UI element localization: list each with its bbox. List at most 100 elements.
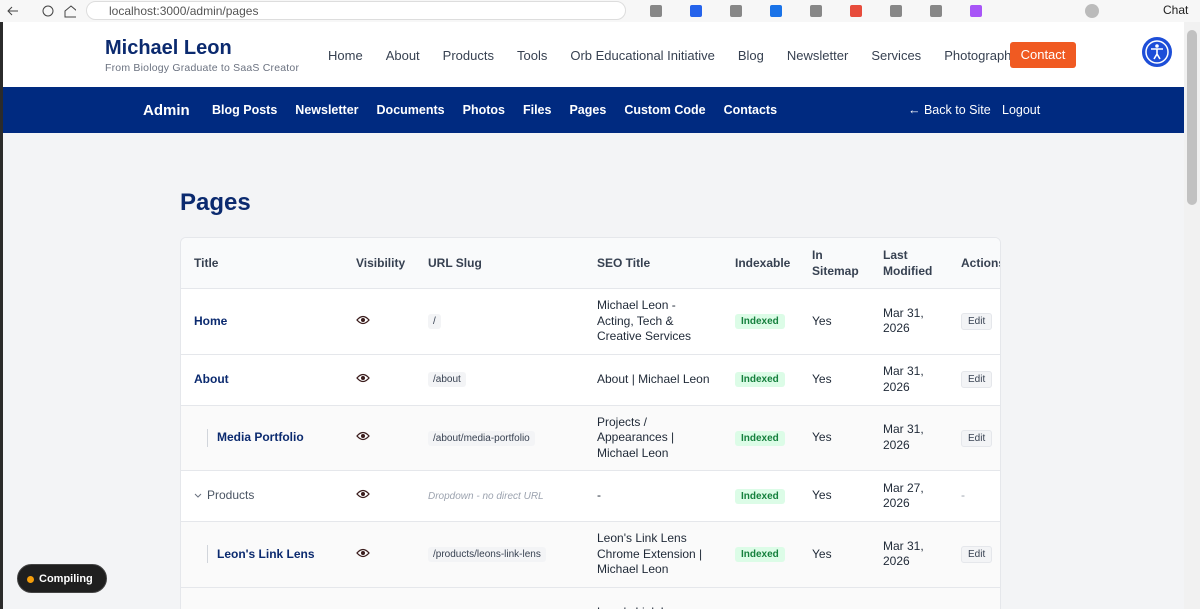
edit-button[interactable]: Edit (961, 313, 993, 330)
admin-link[interactable]: Pages (569, 103, 607, 117)
cell: Mar 31, 2026 (870, 521, 948, 588)
cell: Projects / Appearances | Michael Leon (584, 405, 722, 471)
cell (799, 587, 870, 609)
cell: Leon's Link Lens (181, 521, 343, 588)
cell: Yes (799, 405, 870, 471)
cell: Indexed (722, 288, 799, 355)
chat-button[interactable]: Chat (1163, 3, 1189, 17)
cell (870, 587, 948, 609)
nav-link[interactable]: Photography (944, 48, 1018, 63)
cell: Edit (948, 288, 1000, 355)
edit-button[interactable]: Edit (961, 371, 993, 389)
child-row: Leon's Link Lens (181, 587, 1000, 609)
nav-link[interactable]: About (385, 48, 420, 63)
cell (415, 587, 584, 609)
page-title[interactable]: About (194, 371, 229, 386)
column-header: Indexable (722, 238, 799, 289)
seo-title: - (597, 488, 601, 503)
index-badge: Indexed (735, 488, 785, 504)
cell: Leon's Link Lens Chrome Extension | Mich… (584, 521, 722, 588)
site-title[interactable]: Michael Leon (105, 37, 232, 59)
scroll-thumb[interactable] (1187, 30, 1197, 205)
expand-chevron[interactable] (194, 493, 202, 499)
cell: Mar 31, 2026 (870, 405, 948, 471)
visibility-icon[interactable] (356, 431, 370, 441)
admin-link[interactable]: Files (522, 103, 552, 117)
header-row: Title Visibility URL Slug SEO Title Indexabl… (181, 238, 1000, 289)
index-badge: Indexed (735, 547, 785, 562)
nav-link[interactable]: Orb Educational Initiative (570, 48, 715, 63)
address-bar[interactable]: localhost:3000/admin/pages (86, 1, 626, 20)
extension-icons (650, 4, 1099, 18)
last-modified: Mar 27, 2026 (883, 480, 924, 511)
visibility-icon[interactable] (356, 373, 370, 383)
cell: About (181, 354, 343, 406)
title-wrap: Products (194, 488, 335, 504)
child-row: Leon's Link Lens/products/leons-link-len… (181, 521, 1000, 588)
admin-link[interactable]: Blog Posts (212, 103, 278, 117)
accessibility-button[interactable] (1139, 34, 1175, 70)
page-title[interactable]: Products (207, 488, 255, 503)
child-row: Media Portfolio/about/media-portfolio Pro… (181, 405, 1000, 471)
admin-nav: Blog Posts Newsletter Documents Photos Files… (212, 103, 777, 117)
scrollbar[interactable] (1184, 22, 1200, 609)
cell (343, 470, 415, 522)
cell: Yes (799, 288, 870, 355)
logout-link[interactable]: Logout (1002, 103, 1041, 117)
seo-title: Michael Leon - Acting, Tech & Creative S… (597, 298, 692, 343)
pages-table-card: Title Visibility URL Slug SEO Title Indexabl… (180, 237, 1001, 609)
no-action: - (961, 488, 965, 503)
index-badge: Indexed (735, 430, 785, 446)
page-title[interactable]: Leon's Link Lens (217, 546, 315, 561)
contact-button[interactable]: Contact (1010, 42, 1076, 68)
page-row: Home / Michael Leon - Acting, Tech & Creat… (181, 288, 1000, 355)
admin-link[interactable]: Custom Code (624, 103, 706, 117)
back-link[interactable]: ← Back to Site (908, 103, 991, 117)
cell: Indexed (722, 405, 799, 471)
column-header: Actions (948, 238, 1000, 289)
cell: Indexed (722, 521, 799, 588)
cell: / (415, 288, 584, 355)
page-title[interactable]: Home (194, 313, 228, 328)
title-wrap: Leon's Link Lens (207, 545, 335, 564)
admin-link[interactable]: Photos (462, 103, 505, 117)
cell (722, 587, 799, 609)
cell (343, 521, 415, 588)
visibility-icon[interactable] (356, 548, 370, 558)
pages-table: Title Visibility URL Slug SEO Title Indexabl… (181, 238, 1000, 609)
nav-buttons[interactable] (6, 3, 76, 19)
cell (343, 288, 415, 355)
page-heading: Pages (180, 189, 251, 216)
cell: Yes (799, 354, 870, 406)
edit-button[interactable]: Edit (961, 429, 993, 447)
url: localhost:3000/admin/pages (109, 4, 259, 18)
nav-link[interactable]: Products (442, 48, 494, 63)
cell: Leon's Link Lens (584, 587, 722, 609)
admin-link[interactable]: Newsletter (295, 103, 359, 117)
cell: Michael Leon - Acting, Tech & Creative S… (584, 288, 722, 355)
admin-brand[interactable]: Admin (143, 102, 190, 119)
nav-link[interactable]: Home (328, 48, 363, 63)
title-wrap: Home (194, 314, 335, 330)
visibility-icon[interactable] (356, 489, 370, 499)
visibility-icon[interactable] (356, 315, 370, 325)
sitemap-status: Yes (812, 430, 832, 444)
admin-link[interactable]: Documents (376, 103, 445, 117)
url-slug: / (428, 314, 441, 329)
nav-link[interactable]: Blog (737, 48, 764, 63)
last-modified: Mar 31, 2026 (883, 305, 924, 336)
browser-toolbar: localhost:3000/admin/pages Chat (0, 0, 1200, 22)
nav-link[interactable]: Newsletter (786, 48, 849, 63)
url-slug: /about (428, 372, 466, 388)
index-badge: Indexed (735, 314, 785, 329)
nav-link[interactable]: Services (871, 48, 922, 63)
edit-button[interactable]: Edit (961, 546, 993, 563)
cell: Mar 31, 2026 (870, 354, 948, 406)
cell: Media Portfolio (181, 405, 343, 471)
page-row: About/about About | Michael Leon Indexed Ye… (181, 354, 1000, 406)
page-row: Products Dropdown - no direct URL - Indexed… (181, 470, 1000, 522)
nav-link[interactable]: Tools (516, 48, 548, 63)
column-header: Visibility (343, 238, 415, 289)
page-title[interactable]: Media Portfolio (217, 430, 304, 444)
admin-link[interactable]: Contacts (723, 103, 778, 117)
